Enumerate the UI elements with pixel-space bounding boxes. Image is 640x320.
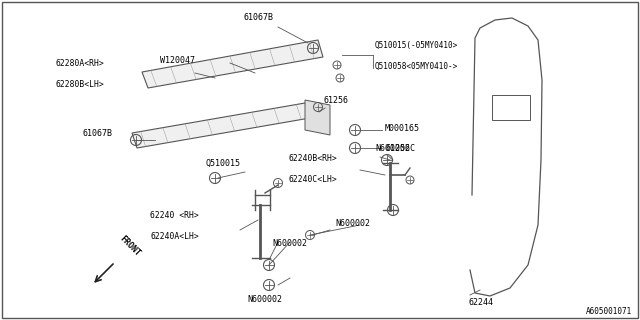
Polygon shape (142, 40, 323, 88)
Text: Q510015: Q510015 (205, 159, 240, 168)
Bar (492, 95, 530, 120)
Text: Q510015(-05MY0410>: Q510015(-05MY0410> (375, 41, 458, 50)
Text: W120047: W120047 (160, 55, 195, 65)
Text: 62280A<RH>: 62280A<RH> (55, 59, 104, 68)
Text: FRONT: FRONT (118, 234, 142, 258)
Text: N600002: N600002 (335, 219, 370, 228)
Text: 61256: 61256 (323, 96, 348, 105)
Text: 62240C<LH>: 62240C<LH> (288, 175, 337, 184)
Text: M000165: M000165 (385, 124, 420, 132)
Text: 62240 <RH>: 62240 <RH> (150, 211, 199, 220)
Text: N600002: N600002 (375, 144, 410, 153)
Polygon shape (305, 100, 330, 135)
Text: N600002: N600002 (248, 295, 282, 304)
Polygon shape (132, 103, 310, 148)
Text: 61067B: 61067B (243, 13, 273, 22)
Text: 62240A<LH>: 62240A<LH> (150, 232, 199, 241)
Text: A605001071: A605001071 (586, 307, 632, 316)
Text: 61067B: 61067B (82, 129, 112, 138)
Text: 61256C: 61256C (385, 143, 415, 153)
Text: 62244: 62244 (468, 298, 493, 307)
Text: Q510058<05MY0410->: Q510058<05MY0410-> (375, 62, 458, 71)
Text: 62240B<RH>: 62240B<RH> (288, 154, 337, 163)
Text: N600002: N600002 (272, 239, 307, 248)
Text: 62280B<LH>: 62280B<LH> (55, 80, 104, 89)
